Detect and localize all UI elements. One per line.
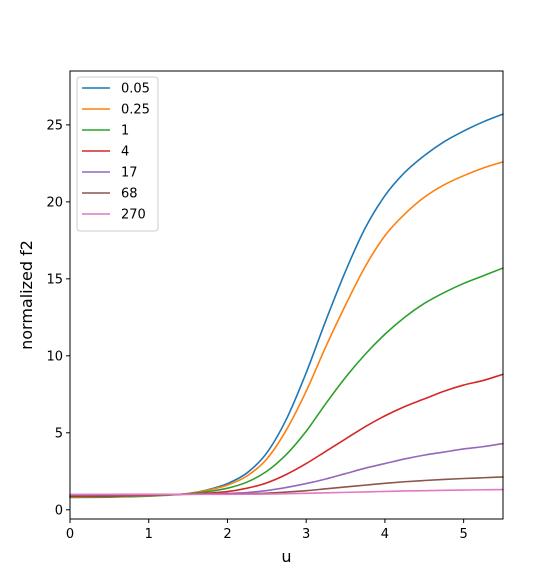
x-tick-label: 5 [459, 527, 467, 542]
legend-label-6: 68 [121, 187, 138, 202]
legend-label-2: 0.25 [121, 103, 150, 118]
x-axis-label: u [281, 547, 291, 566]
y-tick-label: 25 [46, 118, 63, 133]
y-tick-label: 20 [46, 195, 63, 210]
legend-label-1: 0.05 [121, 82, 150, 97]
axis-ticks: 0 1 2 3 4 5 0 5 10 15 20 25 [46, 118, 467, 542]
series-line-7 [69, 488, 504, 496]
x-tick-label: 1 [145, 527, 153, 542]
series-lines [69, 113, 504, 499]
plot-frame [69, 70, 504, 520]
y-tick-label: 0 [55, 503, 63, 518]
legend: 0.05 0.25 1 4 17 68 270 [76, 76, 159, 232]
x-tick-label: 2 [223, 527, 231, 542]
legend-label-4: 4 [121, 145, 129, 160]
y-tick-label: 10 [46, 349, 63, 364]
legend-label-5: 17 [121, 166, 138, 181]
legend-label-7: 270 [121, 208, 146, 223]
y-axis-label: normalized f2 [17, 240, 36, 350]
legend-box [76, 76, 159, 232]
x-tick-label: 3 [302, 527, 310, 542]
x-tick-label: 4 [381, 527, 389, 542]
y-tick-label: 5 [55, 426, 63, 441]
x-tick-label: 0 [66, 527, 74, 542]
y-tick-label: 15 [46, 272, 63, 287]
legend-label-3: 1 [121, 124, 129, 139]
